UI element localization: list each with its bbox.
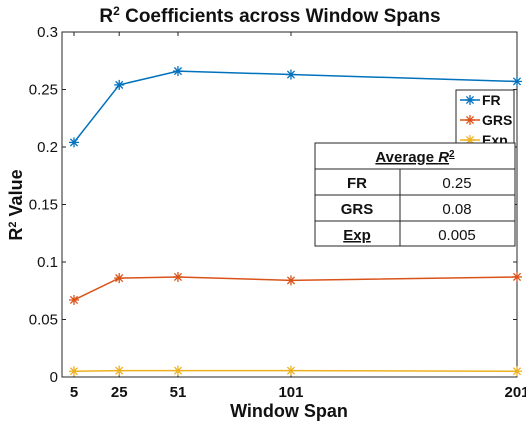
table-row-value: 0.005 bbox=[438, 227, 476, 244]
y-tick-label: 0.15 bbox=[29, 197, 58, 214]
x-tick-label: 25 bbox=[111, 384, 128, 401]
legend-label: GRS bbox=[482, 112, 512, 128]
data-point bbox=[285, 69, 296, 80]
y-tick-label: 0.3 bbox=[37, 24, 58, 41]
table-row-label: GRS bbox=[341, 201, 374, 218]
x-tick-label: 201 bbox=[504, 384, 526, 401]
data-point bbox=[172, 271, 183, 282]
table-header: Average R2 bbox=[375, 149, 455, 167]
legend-marker bbox=[465, 95, 475, 105]
data-point bbox=[69, 366, 79, 377]
data-point bbox=[172, 365, 183, 376]
data-point bbox=[114, 365, 125, 376]
data-point bbox=[69, 294, 79, 305]
table-row-label: Exp bbox=[343, 227, 371, 244]
y-axis-title: R2 Value bbox=[6, 169, 26, 240]
x-axis: 5 25 51 101 201 bbox=[70, 32, 526, 401]
average-r2-table: Average R2 FR 0.25 GRS 0.08 Exp 0.005 bbox=[314, 142, 516, 247]
y-axis: 0 0.05 0.1 0.15 0.2 0.25 0.3 bbox=[29, 24, 517, 386]
y-tick-label: 0.25 bbox=[29, 82, 58, 99]
table-row-label: FR bbox=[347, 175, 367, 192]
legend-label: FR bbox=[482, 92, 501, 108]
series-line bbox=[73, 70, 518, 143]
data-point bbox=[512, 366, 522, 377]
legend-marker bbox=[465, 135, 475, 145]
data-point bbox=[172, 66, 183, 77]
table-row-value: 0.08 bbox=[442, 201, 471, 218]
series-layer bbox=[69, 66, 522, 377]
data-point bbox=[114, 79, 125, 90]
legend-marker bbox=[465, 115, 475, 125]
data-point bbox=[114, 273, 125, 284]
data-point bbox=[285, 365, 296, 376]
x-tick-label: 51 bbox=[170, 384, 187, 401]
y-tick-label: 0.2 bbox=[37, 139, 58, 156]
x-axis-title: Window Span bbox=[230, 401, 348, 421]
data-point bbox=[512, 271, 522, 282]
y-tick-label: 0.1 bbox=[37, 254, 58, 271]
x-tick-label: 5 bbox=[70, 384, 78, 401]
y-tick-label: 0 bbox=[50, 369, 58, 386]
data-point bbox=[285, 275, 296, 286]
table-row-value: 0.25 bbox=[442, 175, 471, 192]
chart-title: R2 Coefficients across Window Spans bbox=[99, 4, 440, 27]
data-point bbox=[69, 137, 79, 148]
data-point bbox=[512, 76, 522, 87]
y-tick-label: 0.05 bbox=[29, 312, 58, 329]
x-tick-label: 101 bbox=[278, 384, 303, 401]
